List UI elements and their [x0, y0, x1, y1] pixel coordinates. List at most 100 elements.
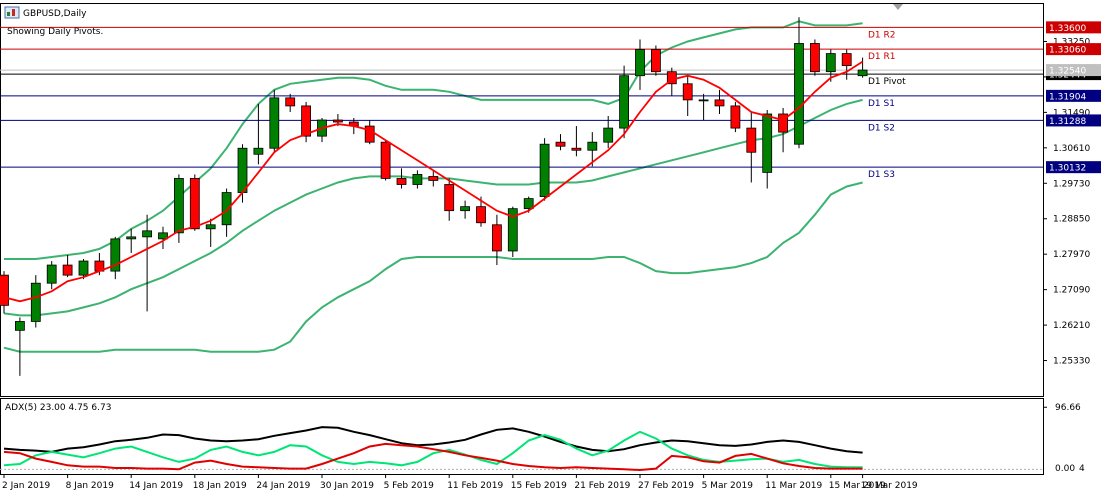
main-chart-frame: [0, 3, 1044, 397]
chart-window-icon-bar2: [12, 9, 15, 16]
candle-body: [810, 43, 820, 73]
candle-body: [523, 198, 534, 210]
time-tick-label: 2 Jan 2019: [2, 481, 50, 491]
candle-body: [110, 238, 121, 272]
candle-body: [778, 113, 788, 133]
current-price-tag-box: [1046, 64, 1101, 77]
price-tick-label: 1.29730: [1053, 179, 1090, 189]
pivot-label-pivot: D1 Pivot: [868, 77, 906, 87]
candle-body: [269, 97, 280, 149]
time-tick-label: 14 Jan 2019: [129, 481, 183, 491]
candle-body: [189, 178, 200, 230]
candle-body: [253, 147, 264, 155]
candle-body: [539, 143, 550, 197]
price-axis: 1.332501.323701.314901.306101.297301.288…: [1043, 37, 1090, 367]
pivot-label-r2: D1 R2: [868, 30, 896, 40]
candle-body: [142, 230, 153, 238]
pivot-label-s3: D1 S3: [868, 170, 895, 180]
time-tick-label: 21 Feb 2019: [574, 481, 630, 491]
candle-body: [555, 141, 566, 147]
candle-body: [380, 141, 391, 179]
moving-average: [3, 60, 864, 303]
pivot-tag-box: [1046, 43, 1101, 56]
time-tick-label: 5 Mar 2019: [702, 481, 754, 491]
candle-body: [651, 49, 661, 73]
candle-body: [794, 43, 804, 145]
candle-body: [62, 264, 73, 276]
adx-tick-label-zero: 0.00: [1055, 464, 1075, 474]
candle-body: [126, 236, 137, 240]
adx-series-adx: [3, 426, 863, 454]
adx-label: ADX(5) 23.00 4.75 6.73: [5, 403, 111, 413]
time-tick-label: 30 Jan 2019: [320, 481, 374, 491]
pivot-lines: D1 R2 D1 R1 D1 Pivot D1 S1 D1 S2 D1 S3: [0, 26, 1043, 180]
candle-body: [619, 75, 629, 129]
candle-body: [301, 105, 312, 137]
candle-body: [444, 184, 455, 212]
candle-body: [682, 83, 693, 101]
candle-body: [46, 264, 57, 284]
pivot-tag-r1: 1.33060: [1049, 46, 1086, 56]
pivot-label-s2: D1 S2: [868, 123, 895, 133]
pivot-tag-s3: 1.30132: [1049, 164, 1086, 174]
pivot-label-s1: D1 S1: [868, 99, 895, 109]
candle-body: [237, 147, 248, 193]
price-tick-label: 1.25330: [1053, 357, 1090, 367]
pivot-tag-s2: 1.31288: [1049, 117, 1086, 127]
candle-body: [158, 232, 168, 240]
price-tick-label: 1.26210: [1053, 321, 1090, 331]
candle-body: [428, 176, 439, 181]
candle-body: [396, 178, 407, 185]
candle-body: [730, 105, 741, 129]
pivot-tag-box: [1046, 114, 1101, 127]
adx-panel: ADX(5) 23.00 4.75 6.73 96.66 0.00 4: [0, 403, 1085, 474]
candle-body: [78, 260, 89, 276]
price-tick-label: 1.31490: [1053, 108, 1090, 118]
candle-body: [746, 127, 757, 153]
candle-body: [603, 127, 614, 143]
candle-body: [762, 113, 773, 173]
pivot-tags: 1.336001.330601.324441.319041.312881.301…: [1046, 21, 1101, 174]
candle-body: [587, 141, 598, 151]
price-tick-label: 1.28850: [1053, 215, 1090, 225]
candle-body: [571, 147, 582, 151]
time-axis: 2 Jan 2019 8 Jan 2019 14 Jan 2019 18 Jan 20…: [2, 474, 918, 491]
candle-body: [285, 97, 296, 107]
time-tick-label: 18 Jan 2019: [193, 481, 247, 491]
candle-body: [841, 53, 852, 67]
time-tick-label: 15 Mar 2019: [829, 481, 886, 491]
candle-body: [412, 174, 423, 185]
chart-window-icon-bar: [7, 12, 10, 16]
pivot-tag-box: [1046, 21, 1101, 34]
time-tick-label: 8 Jan 2019: [66, 481, 114, 491]
candle-body: [635, 49, 645, 77]
price-tick-label: 1.27970: [1053, 250, 1090, 260]
time-tick-label: 27 Feb 2019: [638, 481, 694, 491]
adx-frame: [0, 398, 1044, 475]
pivot-tag-box: [1046, 161, 1101, 174]
time-tick-label: 11 Mar 2019: [765, 481, 822, 491]
time-tick-label: 11 Feb 2019: [447, 481, 503, 491]
pivot-tag-box: [1046, 89, 1101, 102]
candle-body: [14, 321, 25, 331]
candle-body: [714, 99, 725, 107]
candle-body: [507, 208, 518, 252]
candle-body: [332, 119, 343, 123]
candle-body: [857, 69, 868, 77]
adx-series-minus-di: [3, 442, 863, 472]
candle-body: [698, 99, 709, 102]
candle-body: [460, 206, 471, 212]
candle-body: [476, 206, 486, 224]
candle-body: [0, 274, 9, 306]
chart-title: GBPUSD,Daily: [23, 9, 87, 19]
current-price-tag: 1.32540: [1049, 67, 1086, 77]
candle-body: [364, 125, 375, 143]
candle-body: [221, 192, 232, 226]
scroll-marker-icon[interactable]: [893, 4, 903, 10]
candle-body: [30, 282, 41, 322]
moving-average-line: [3, 60, 864, 303]
time-tick-label: 19 Mar 2019: [861, 481, 918, 491]
candles: [0, 17, 868, 376]
adx-tick-label-level: 4: [1079, 464, 1085, 474]
